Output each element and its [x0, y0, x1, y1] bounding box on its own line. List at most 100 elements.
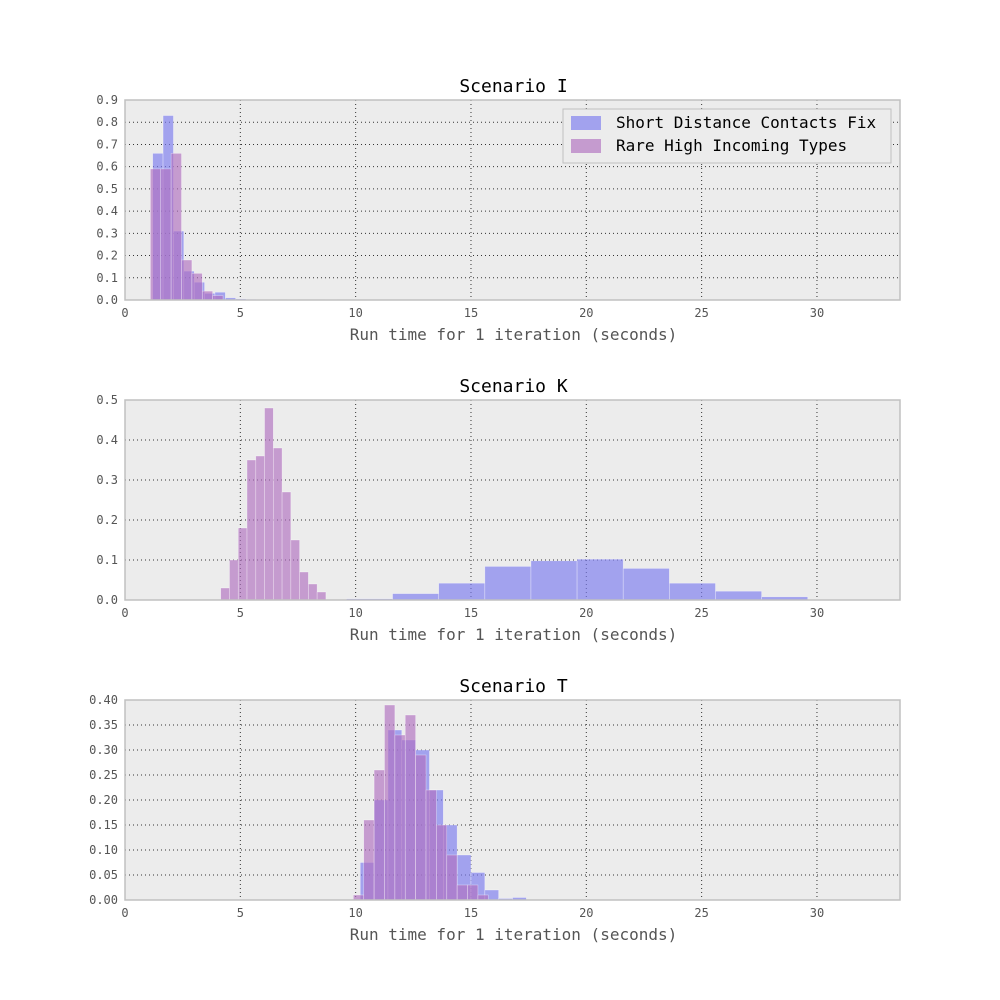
histogram-bar [191, 273, 203, 301]
x-tick-label: 10 [348, 606, 362, 620]
x-axis-label: Run time for 1 iteration (seconds) [350, 325, 678, 344]
histogram-bar [181, 259, 193, 301]
x-tick-label: 0 [121, 906, 128, 920]
histogram-bar [273, 447, 283, 601]
chart-title: Scenario T [459, 676, 568, 697]
x-tick-label: 30 [810, 306, 824, 320]
histogram-bar [299, 571, 309, 601]
histogram-bar [255, 455, 265, 601]
histogram-bar [316, 591, 327, 601]
grid-lines [125, 700, 900, 900]
y-tick-label: 0.3 [96, 226, 118, 240]
y-tick-label: 0.0 [96, 293, 118, 307]
series-2 [353, 704, 489, 901]
y-tick-label: 0.9 [96, 93, 118, 107]
legend-box [562, 108, 892, 164]
x-tick-label: 5 [237, 606, 244, 620]
y-tick-label: 0.7 [96, 137, 118, 151]
histogram-bar [404, 714, 416, 901]
x-tick-label: 20 [579, 906, 593, 920]
series-1 [346, 558, 901, 601]
x-tick-label: 15 [464, 606, 478, 620]
histogram-bar [290, 539, 300, 601]
y-tick-label: 0.4 [96, 204, 118, 218]
y-tick-label: 0.6 [96, 160, 118, 174]
histogram-bar [384, 704, 396, 901]
y-tick-label: 0.00 [89, 893, 118, 907]
histogram-bar [436, 824, 448, 901]
histogram-bar [201, 290, 213, 301]
histogram-bar [456, 884, 468, 901]
x-tick-label: 10 [348, 306, 362, 320]
y-tick-label: 0.25 [89, 768, 118, 782]
histogram-bar [438, 582, 486, 601]
histogram-bar [576, 558, 624, 601]
y-tick-label: 0.15 [89, 818, 118, 832]
y-tick-label: 0.3 [96, 473, 118, 487]
y-tick-label: 0.8 [96, 115, 118, 129]
legend: Short Distance Contacts Fix Rare High Inc… [562, 108, 892, 164]
histogram-bar [160, 168, 172, 301]
histogram-bar [246, 459, 257, 601]
chart-title: Scenario I [459, 76, 567, 97]
histogram-bar [220, 587, 230, 601]
legend-entry: Short Distance Contacts Fix [616, 113, 876, 132]
chart-panel-3: 0 5 10 15 20 25 30 0.00 0.05 0.10 0.15 0.20 0.25 0.30… [89, 676, 901, 944]
x-tick-label: 25 [694, 306, 708, 320]
histogram-bar [264, 407, 274, 601]
histogram-bar [484, 566, 532, 601]
y-tick-label: 0.5 [96, 393, 118, 407]
y-tick-label: 0.0 [96, 593, 118, 607]
legend-entry: Rare High Incoming Types [616, 136, 847, 155]
y-tick-label: 0.1 [96, 553, 118, 567]
plot-border [124, 99, 901, 301]
x-tick-label: 0 [121, 306, 128, 320]
x-tick-label: 25 [694, 606, 708, 620]
histogram-bar [392, 593, 439, 601]
y-tick-label: 0.2 [96, 513, 118, 527]
x-tick-label: 15 [464, 306, 478, 320]
x-axis-label: Run time for 1 iteration (seconds) [350, 925, 678, 944]
histogram-bar [415, 754, 427, 901]
y-tick-label: 0.30 [89, 743, 118, 757]
histogram-bar [150, 168, 162, 301]
histogram-bar [363, 819, 375, 901]
x-tick-label: 0 [121, 606, 128, 620]
histogram-bar [281, 491, 292, 601]
histogram-bar [170, 153, 182, 301]
x-axis-label: Run time for 1 iteration (seconds) [350, 625, 678, 644]
y-tick-label: 0.20 [89, 793, 118, 807]
y-tick-label: 0.40 [89, 693, 118, 707]
chart-title: Scenario K [459, 376, 568, 397]
histogram-bar [467, 884, 479, 901]
histogram-bar [425, 789, 437, 901]
x-tick-label: 5 [237, 306, 244, 320]
x-tick-label: 20 [579, 306, 593, 320]
legend-swatch [571, 139, 601, 153]
y-tick-label: 0.35 [89, 718, 118, 732]
chart-panel-2: 0 5 10 15 20 25 30 0.0 0.1 0.2 0.3 0.4 0.5 Scenario K… [96, 376, 901, 644]
grid-lines [125, 400, 900, 600]
legend-swatch [571, 116, 601, 130]
grid-lines [125, 100, 900, 300]
histogram-bar [446, 854, 458, 901]
x-tick-label: 30 [810, 606, 824, 620]
histogram-bar [229, 559, 239, 601]
x-tick-label: 25 [694, 906, 708, 920]
x-tick-label: 20 [579, 606, 593, 620]
histogram-bar [622, 568, 670, 601]
y-tick-label: 0.5 [96, 182, 118, 196]
plot-area [125, 700, 900, 900]
histogram-bar [308, 583, 318, 601]
y-tick-label: 0.4 [96, 433, 118, 447]
histogram-bar [373, 769, 385, 901]
plot-border [124, 399, 901, 601]
histogram-bar [669, 582, 716, 601]
x-tick-label: 10 [348, 906, 362, 920]
x-tick-label: 5 [237, 906, 244, 920]
x-tick-label: 30 [810, 906, 824, 920]
y-tick-label: 0.2 [96, 249, 118, 263]
y-tick-label: 0.1 [96, 271, 118, 285]
y-tick-label: 0.10 [89, 843, 118, 857]
